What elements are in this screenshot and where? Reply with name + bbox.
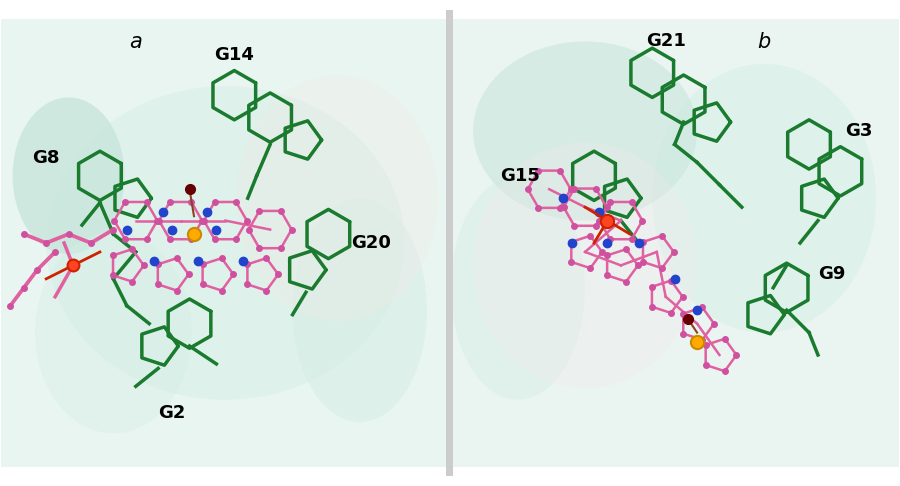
Text: G2: G2 [158, 404, 185, 422]
Ellipse shape [46, 86, 404, 400]
Ellipse shape [292, 198, 427, 422]
Ellipse shape [473, 142, 697, 389]
Ellipse shape [35, 232, 192, 434]
Text: G21: G21 [646, 33, 686, 51]
Text: G9: G9 [818, 265, 845, 283]
Ellipse shape [13, 97, 124, 254]
Ellipse shape [237, 75, 438, 321]
Ellipse shape [652, 64, 877, 332]
Text: G15: G15 [500, 167, 540, 185]
Ellipse shape [473, 41, 697, 221]
Text: G14: G14 [214, 46, 254, 64]
Text: G20: G20 [351, 234, 391, 252]
Ellipse shape [451, 176, 585, 400]
Text: G3: G3 [845, 122, 872, 140]
Text: a: a [130, 33, 142, 52]
Text: G8: G8 [32, 149, 60, 167]
Text: b: b [758, 33, 771, 52]
